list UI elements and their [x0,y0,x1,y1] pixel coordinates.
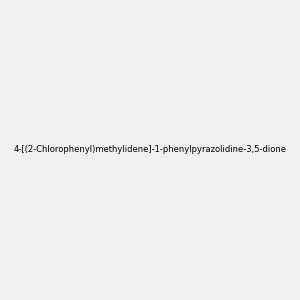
Text: 4-[(2-Chlorophenyl)methylidene]-1-phenylpyrazolidine-3,5-dione: 4-[(2-Chlorophenyl)methylidene]-1-phenyl… [14,146,286,154]
